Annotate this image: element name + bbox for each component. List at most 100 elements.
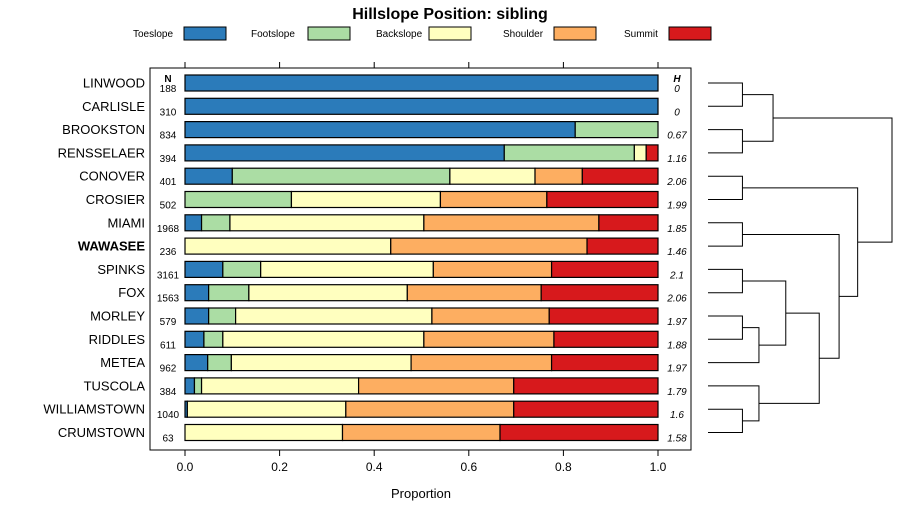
h-value-tuscola: 1.79 [667,387,687,398]
bar-fox-backslope [248,284,408,302]
bar-brookston-footslope [574,120,659,139]
x-tick-label-0: 0.0 [177,460,194,474]
row-label-metea: METEA [100,355,145,370]
bar-tuscola-footslope [193,377,203,395]
bar-morley-toeslope [184,307,210,325]
row-label-crosier: CROSIER [86,192,145,207]
h-column-header: H [673,74,681,85]
bar-crumstown-backslope [184,423,344,442]
dendro-link-0 [708,82,743,107]
x-tick-label-1: 0.2 [271,460,288,474]
h-value-brookston: 0.67 [667,131,687,142]
bar-riddles-summit [553,330,659,348]
row-label-linwood: LINWOOD [83,76,145,91]
n-value-spinks: 3161 [157,270,180,281]
bar-tuscola-summit [513,377,659,395]
bar-brookston-toeslope [184,120,576,139]
labels-layer: LINWOOD 188 0 CARLISLE 310 0 BROOKSTON 834 0.67 R… [43,76,687,445]
bar-crosier-footslope [184,190,293,209]
legend: Toeslope Footslope Backslope Shoulder Summit [133,26,712,41]
n-value-crumstown: 63 [162,434,174,445]
dendro-link-11 [742,233,840,359]
n-value-carlisle: 310 [160,107,177,118]
plot-frame [149,67,692,451]
row-label-tuscola: TUSCOLA [84,378,146,393]
dendro-link-7 [708,268,743,294]
h-value-fox: 2.06 [666,294,687,305]
legend-swatch-summit [668,26,712,41]
h-value-metea: 1.97 [667,364,687,375]
row-label-crumstown: CRUMSTOWN [58,425,145,440]
n-value-tuscola: 384 [160,387,177,398]
dendro-link-3 [708,408,743,433]
legend-label-footslope: Footslope [251,29,295,40]
bar-miami-backslope [229,214,425,232]
dendro-link-9 [758,312,820,404]
n-value-metea: 962 [160,364,177,375]
bar-morley-backslope [235,307,433,325]
n-value-rensselaer: 394 [160,154,177,165]
chart-title: Hillslope Position: sibling [352,6,548,23]
h-value-rensselaer: 1.16 [667,154,687,165]
dendrogram [708,82,893,433]
bar-fox-toeslope [184,284,210,302]
legend-label-toeslope: Toeslope [133,29,173,40]
bar-crumstown-summit [499,423,659,442]
h-value-williamstown: 1.6 [670,410,684,421]
n-value-morley: 579 [160,317,177,328]
legend-swatch-shoulder [553,26,597,41]
bar-morley-summit [548,307,659,325]
bar-metea-shoulder [410,354,553,372]
bar-williamstown-summit [513,400,659,418]
bar-rensselaer-summit [645,144,659,162]
bar-fox-summit [540,284,659,302]
bar-conover-backslope [449,167,536,185]
legend-swatch-toeslope [183,26,227,41]
bar-spinks-footslope [222,260,262,278]
bar-rensselaer-toeslope [184,144,505,162]
n-value-wawasee: 236 [160,247,177,258]
bar-conover-toeslope [184,167,233,185]
legend-label-shoulder: Shoulder [503,29,544,40]
bar-fox-shoulder [406,284,542,302]
n-value-riddles: 611 [160,340,176,351]
bar-riddles-footslope [203,330,224,348]
dendro-link-1 [708,129,743,154]
n-value-crosier: 502 [160,201,177,212]
legend-label-summit: Summit [624,29,658,40]
bar-williamstown-shoulder [345,400,515,418]
bar-metea-toeslope [184,354,209,372]
row-label-rensselaer: RENSSELAER [58,145,145,160]
h-value-crumstown: 1.58 [667,434,687,445]
bar-conover-footslope [231,167,451,185]
row-label-wawasee: WAWASEE [78,239,146,254]
bar-williamstown-backslope [186,400,347,418]
dendro-link-5 [708,315,743,340]
x-axis-label: Proportion [391,486,451,501]
n-value-miami: 1968 [157,224,180,235]
bar-linwood-toeslope [184,74,659,92]
bar-riddles-shoulder [423,330,555,348]
bar-morley-shoulder [431,307,550,325]
bar-metea-summit [550,354,659,372]
row-label-spinks: SPINKS [97,262,145,277]
h-value-miami: 1.85 [667,224,687,235]
n-column-header: N [164,74,171,85]
x-axis: 0.0 0.2 0.4 0.6 0.8 1.0 [177,62,667,474]
bar-crosier-shoulder [439,190,548,209]
legend-swatch-footslope [307,26,351,41]
bar-spinks-summit [550,260,659,278]
x-tick-label-3: 0.6 [460,460,477,474]
h-value-conover: 2.06 [666,177,687,188]
h-value-morley: 1.97 [667,317,687,328]
bar-crosier-summit [546,190,659,209]
n-value-linwood: 188 [160,84,177,95]
n-value-williamstown: 1040 [157,410,180,421]
dendro-link-12 [708,175,743,200]
bar-spinks-toeslope [184,260,224,278]
bar-wawasee-summit [586,237,659,255]
bar-fox-footslope [208,284,250,302]
bar-crosier-backslope [290,190,442,209]
h-value-crosier: 1.99 [667,201,687,212]
